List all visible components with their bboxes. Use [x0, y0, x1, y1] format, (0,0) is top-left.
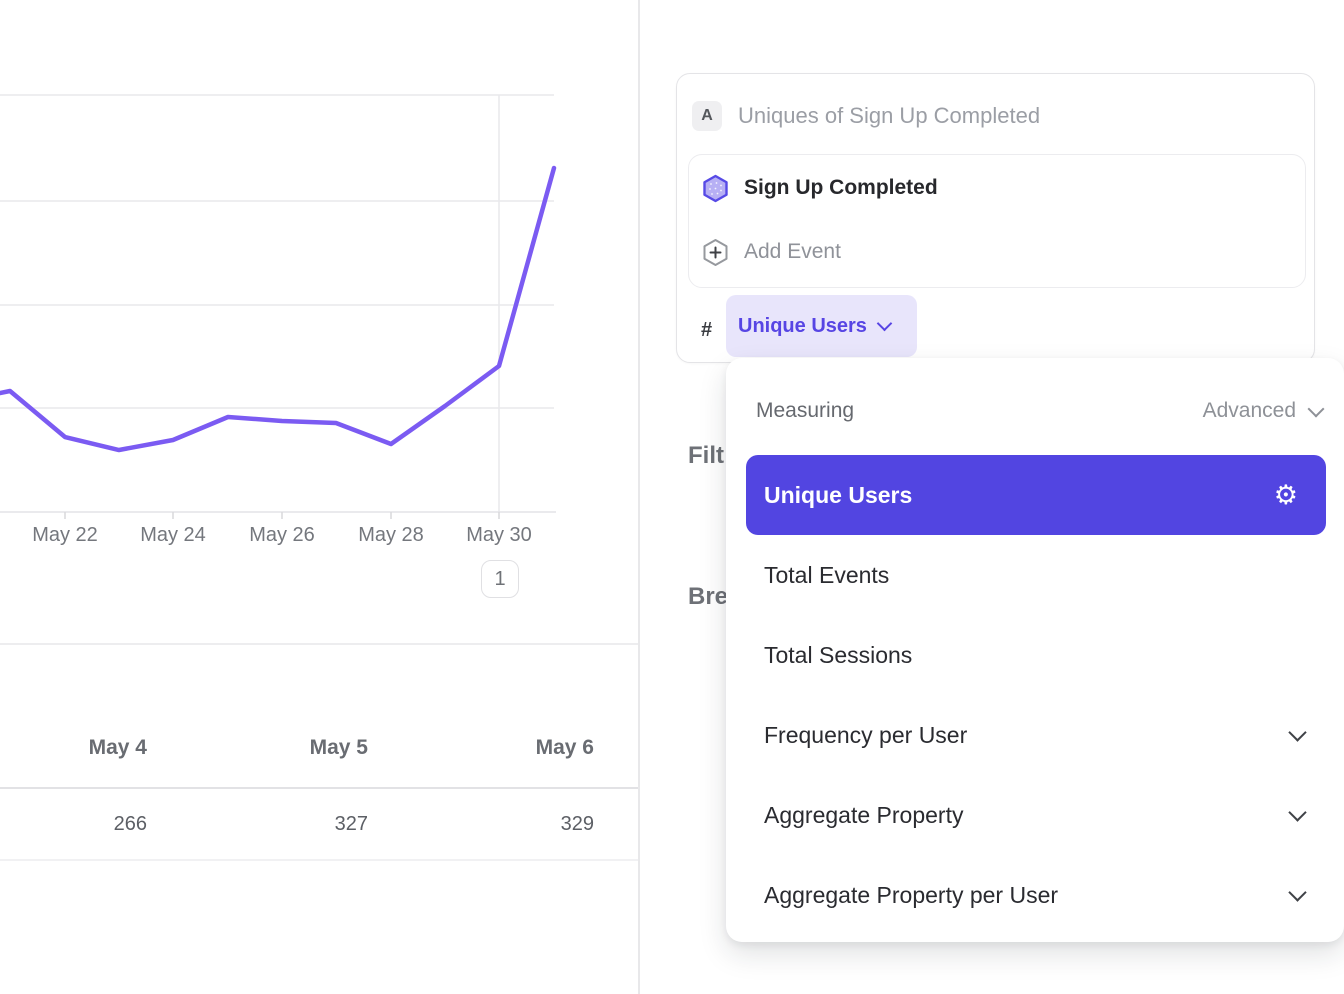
x-axis-label: May 26	[249, 524, 315, 546]
breakdown-section-label: Bre	[688, 583, 729, 610]
gear-icon[interactable]: ⚙	[1273, 479, 1298, 510]
measuring-menu-header: Measuring Advanced	[726, 390, 1344, 432]
x-axis-label: May 30	[466, 524, 532, 546]
pane-divider	[638, 0, 640, 994]
measuring-mode-label: Advanced	[1202, 399, 1296, 422]
query-builder-card: A Uniques of Sign Up Completed Sign Up C…	[676, 73, 1315, 363]
add-event-label: Add Event	[744, 240, 841, 263]
measurement-dropdown-button[interactable]: Unique Users	[726, 295, 917, 357]
measuring-option-aggregate-property[interactable]: Aggregate Property	[746, 775, 1326, 855]
measuring-option-total-sessions[interactable]: Total Sessions	[746, 615, 1326, 695]
measuring-label: Measuring	[756, 399, 855, 422]
table-header-line	[0, 787, 638, 789]
chevron-down-icon	[1288, 882, 1307, 902]
measuring-option-frequency-per-user[interactable]: Frequency per User	[746, 695, 1326, 775]
measuring-option-label: Total Sessions	[764, 641, 913, 668]
table-column-header: May 6	[535, 736, 594, 759]
measuring-option-label: Unique Users	[764, 481, 913, 508]
filter-section-label: Filt	[688, 442, 724, 469]
measuring-option-label: Total Events	[764, 561, 890, 588]
line-chart	[0, 94, 557, 519]
chevron-down-icon	[1307, 400, 1325, 417]
table-cell-value: 266	[113, 813, 147, 835]
add-event-button[interactable]: Add Event	[689, 225, 1305, 279]
chevron-down-icon	[876, 315, 893, 332]
measuring-option-label: Frequency per User	[764, 721, 968, 748]
annotation-badge[interactable]: 1	[481, 560, 519, 598]
series-line	[0, 165, 557, 453]
table-column-header: May 4	[88, 736, 147, 759]
table-column-header: May 5	[309, 736, 368, 759]
measuring-option-total-events[interactable]: Total Events	[746, 535, 1326, 615]
measuring-option-aggregate-property-per-user[interactable]: Aggregate Property per User	[746, 855, 1326, 935]
table-bottom-line	[0, 859, 638, 861]
measuring-mode-selector[interactable]: Advanced	[1202, 390, 1325, 432]
table-cell-value: 327	[334, 813, 368, 835]
measuring-dropdown-menu: Measuring Advanced Unique Users ⚙ Total Ev…	[726, 358, 1344, 942]
series-letter-badge[interactable]: A	[692, 101, 722, 131]
measuring-option-label: Aggregate Property	[764, 801, 964, 828]
measuring-option-unique-users[interactable]: Unique Users ⚙	[746, 455, 1326, 535]
event-list-card: Sign Up Completed Add Event	[688, 154, 1306, 288]
event-name: Sign Up Completed	[744, 176, 938, 199]
event-hexagon-icon	[703, 174, 728, 202]
event-row[interactable]: Sign Up Completed	[689, 161, 1305, 215]
measurement-prefix: #	[701, 319, 713, 341]
x-axis-label: May 22	[32, 524, 98, 546]
measurement-value: Unique Users	[738, 314, 867, 337]
table-cell-value: 329	[560, 813, 594, 835]
chevron-down-icon	[1288, 722, 1307, 742]
x-axis-label: May 28	[358, 524, 424, 546]
measuring-option-label: Aggregate Property per User	[764, 881, 1059, 908]
series-title: Uniques of Sign Up Completed	[738, 103, 1041, 128]
section-divider	[0, 643, 638, 645]
x-axis-label: May 24	[140, 524, 206, 546]
chevron-down-icon	[1288, 802, 1307, 822]
add-event-icon	[703, 238, 728, 266]
